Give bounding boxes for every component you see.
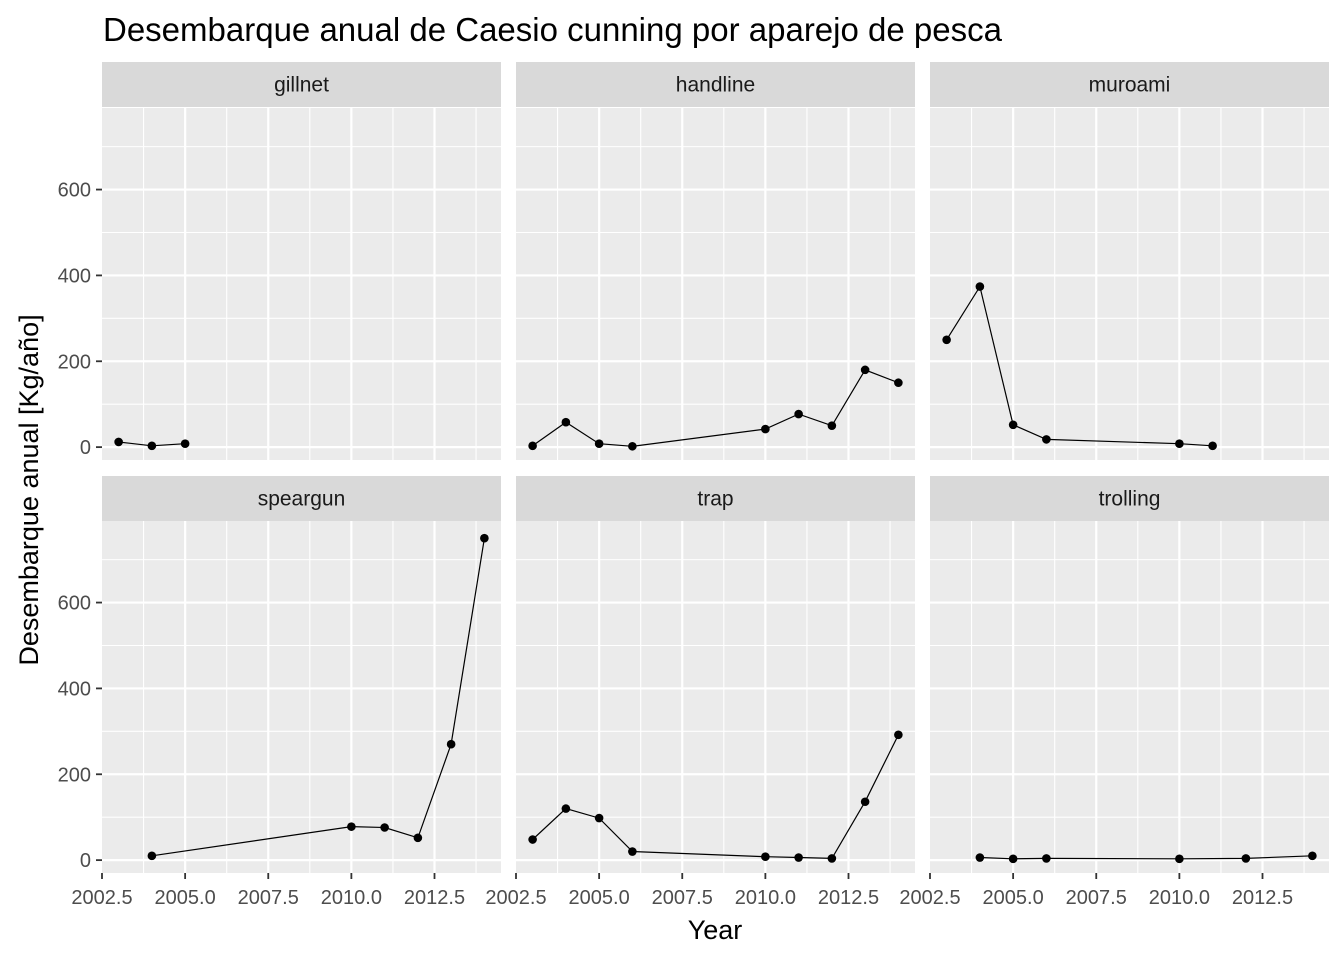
x-tick-label: 2007.5 <box>238 887 299 909</box>
data-point <box>894 730 903 740</box>
data-point <box>860 365 870 375</box>
x-tick-label: 2012.5 <box>1232 887 1293 909</box>
y-tick-label: 400 <box>58 678 91 700</box>
series-line-trolling <box>979 855 1313 860</box>
x-tick-label: 2005.0 <box>155 887 216 909</box>
x-tick-label: 2002.5 <box>485 887 546 909</box>
data-point <box>413 833 423 843</box>
data-point <box>594 439 604 448</box>
data-point <box>1208 441 1217 451</box>
x-tick-label: 2005.0 <box>983 887 1044 909</box>
data-point <box>1008 420 1018 430</box>
data-point <box>628 847 637 856</box>
chart-title: Desembarque anual de Caesio cunning por … <box>103 11 1003 48</box>
data-point <box>147 851 157 861</box>
facet-strip <box>930 476 1329 521</box>
data-point <box>860 797 870 807</box>
facet-strip <box>102 62 501 107</box>
facet-strip-label: speargun <box>258 488 346 511</box>
x-tick-label: 2010.0 <box>321 887 382 909</box>
facet-strip-label: handline <box>676 74 755 97</box>
x-tick-label: 2002.5 <box>899 887 960 909</box>
data-point <box>1008 854 1018 864</box>
data-point <box>975 282 985 291</box>
facet-strip <box>102 476 501 521</box>
facet-strip-label: trap <box>697 488 733 511</box>
data-point <box>528 441 537 451</box>
data-point <box>1042 435 1051 444</box>
data-point <box>761 852 770 861</box>
data-point <box>1042 854 1051 863</box>
x-axis-title: Year <box>688 915 743 945</box>
data-point <box>827 421 837 430</box>
facet-strip <box>516 62 915 107</box>
y-tick-label: 0 <box>80 437 91 459</box>
panel-background <box>102 521 501 873</box>
y-axis-title: Desembarque anual [Kg/año] <box>14 314 44 665</box>
panel-background <box>930 521 1329 873</box>
facet-strip-label: muroami <box>1089 74 1171 97</box>
x-tick-label: 2002.5 <box>71 887 132 909</box>
data-point <box>761 424 770 434</box>
data-point <box>794 853 803 862</box>
x-tick-label: 2010.0 <box>735 887 796 909</box>
x-tick-label: 2005.0 <box>569 887 630 909</box>
data-point <box>114 437 123 447</box>
data-point <box>975 853 985 862</box>
panel-background <box>516 521 915 873</box>
facet-muroami: muroami <box>930 62 1329 460</box>
data-point <box>628 441 637 451</box>
y-tick-label: 200 <box>58 764 91 786</box>
data-point <box>827 854 837 863</box>
panel-background <box>102 108 501 460</box>
panel-background <box>516 108 915 460</box>
y-tick-label: 600 <box>58 180 91 202</box>
facet-gillnet: gillnet 0 200 400 600 <box>58 62 501 460</box>
facet-strip-label: trolling <box>1099 488 1161 511</box>
x-tick-label: 2010.0 <box>1149 887 1210 909</box>
data-point <box>180 439 190 448</box>
facet-trap: trap 2002.5 2005.0 2007.5 2010.0 2012.5 <box>485 476 915 909</box>
data-point <box>1308 851 1317 861</box>
x-tick-label: 2007.5 <box>652 887 713 909</box>
data-point <box>561 417 571 427</box>
facet-trolling: trolling 2002.5 2005.0 2007.5 2010.0 2012.5 <box>899 476 1329 909</box>
y-tick-label: 0 <box>80 850 91 872</box>
series-line-speargun <box>151 538 485 857</box>
data-point <box>480 533 489 543</box>
data-point <box>594 813 604 823</box>
series-line-muroami <box>946 285 1213 447</box>
facet-panels: gillnet 0 200 400 600 handline muroami speargun… <box>58 62 1329 909</box>
x-tick-label: 2007.5 <box>1066 887 1127 909</box>
data-point <box>561 804 571 813</box>
data-point <box>147 441 157 451</box>
y-tick-label: 600 <box>58 593 91 615</box>
y-tick-label: 200 <box>58 351 91 373</box>
x-tick-label: 2012.5 <box>818 887 879 909</box>
data-point <box>942 335 951 345</box>
facet-strip-label: gillnet <box>274 74 329 97</box>
data-point <box>528 835 537 844</box>
data-point <box>1175 854 1184 864</box>
data-point <box>894 378 903 388</box>
x-tick-label: 2012.5 <box>404 887 465 909</box>
data-point <box>1241 854 1251 863</box>
facet-handline: handline <box>516 62 915 460</box>
facet-strip <box>516 476 915 521</box>
data-point <box>347 822 356 831</box>
y-tick-label: 400 <box>58 265 91 287</box>
facet-strip <box>930 62 1329 107</box>
data-point <box>446 739 456 749</box>
panel-background <box>930 108 1329 460</box>
facet-speargun: speargun 0 200 400 600 2002.5 2005.0 2007.5 2010… <box>58 476 501 909</box>
data-point <box>380 823 389 832</box>
data-point <box>794 409 803 419</box>
data-point <box>1175 439 1184 448</box>
